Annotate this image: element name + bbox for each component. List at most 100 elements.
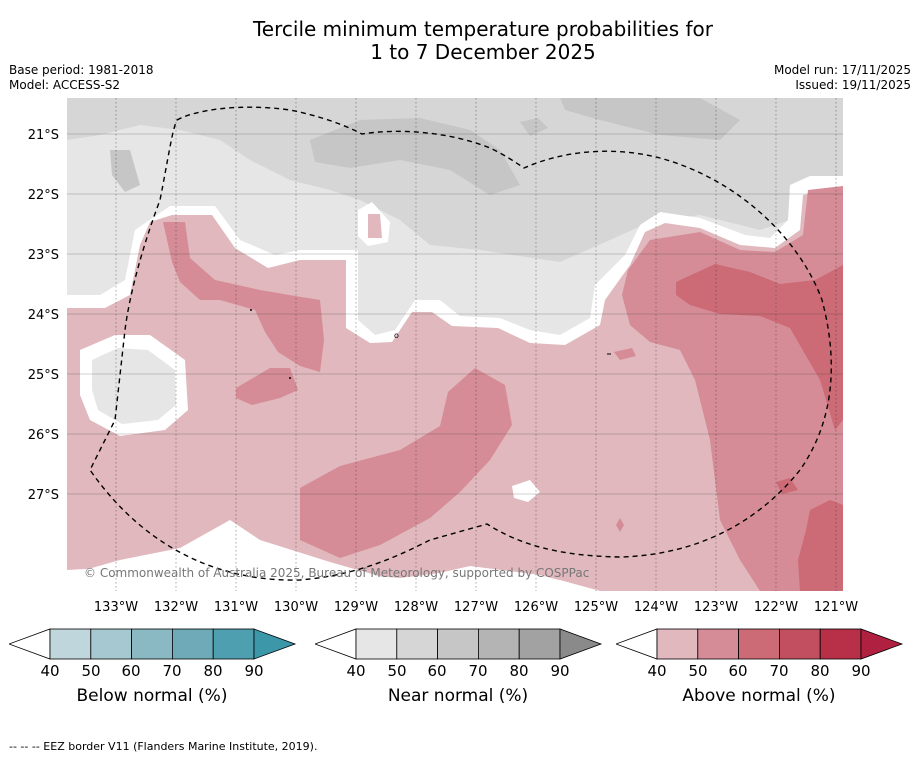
tick-label: 90 [550, 662, 569, 680]
island-dot [250, 309, 252, 311]
lon-label: 131°W [214, 600, 258, 615]
colorbar-near-segments [355, 628, 561, 660]
lon-label: 122°W [754, 600, 798, 615]
tick-label: 60 [121, 662, 140, 680]
colorbar-above: 40 50 60 70 80 90 [616, 628, 904, 680]
issued-date: Issued: 19/11/2025 [795, 78, 911, 92]
colorbar-below-segment [90, 628, 133, 660]
lon-label: 128°W [394, 600, 438, 615]
meta-right: Model run: 17/11/2025 Issued: 19/11/2025 [774, 63, 911, 93]
lon-label: 133°W [94, 600, 138, 615]
bottom-white-region [67, 520, 600, 591]
colorbar-below-segment [49, 628, 92, 660]
colorbar-above-segments [656, 628, 862, 660]
tick-label: 50 [81, 662, 100, 680]
colorbar-near-lower-extend [315, 628, 357, 660]
colorbar-below-segment [131, 628, 173, 660]
near-normal-60-region [310, 118, 520, 195]
map-title: Tercile minimum temperature probabilitie… [0, 18, 919, 64]
tick-label: 40 [346, 662, 365, 680]
above-normal-50-diamond [616, 518, 624, 532]
model-run: Model run: 17/11/2025 [773, 63, 911, 77]
tick-label: 90 [851, 662, 870, 680]
model-name: Model: ACCESS-S2 [9, 78, 121, 92]
colorbar-below-segment [212, 628, 255, 660]
colorbar-below-title: Below normal (%) [76, 686, 228, 706]
lon-label: 130°W [274, 600, 318, 615]
colorbar-above-segment [778, 628, 821, 660]
lat-label: 21°S [28, 128, 59, 143]
colorbar-below-lower-extend [9, 628, 51, 660]
longitude-labels: 133°W 132°W 131°W 130°W 129°W 128°W 127°… [94, 600, 858, 615]
map-field [67, 98, 843, 591]
colorbar-above-lower-extend [616, 628, 658, 660]
eez-footnote: -- -- -- EEZ border V11 (Flanders Marine… [9, 740, 318, 753]
tick-label: 70 [162, 662, 181, 680]
colorbar-near-segment [355, 628, 398, 660]
tick-label: 80 [203, 662, 222, 680]
lat-label: 25°S [28, 368, 59, 383]
lon-label: 124°W [634, 600, 678, 615]
colorbar-near-segment [396, 628, 439, 660]
island-marker: o [394, 331, 399, 340]
near-normal-60-region-2 [560, 98, 740, 140]
colorbar-above-segment [819, 628, 862, 660]
tick-label: 40 [40, 662, 59, 680]
lat-label: 26°S [28, 428, 59, 443]
lon-label: 123°W [694, 600, 738, 615]
above-normal-50-region-west [163, 222, 324, 372]
copyright-text: © Commonwealth of Australia 2025, Bureau… [84, 566, 589, 580]
colorbar-near-segment [477, 628, 520, 660]
title-line-1: Tercile minimum temperature probabilitie… [252, 17, 714, 41]
eez-border [89, 106, 832, 581]
base-period: Base period: 1981-2018 [9, 63, 154, 77]
tick-label: 60 [728, 662, 747, 680]
colorbar-below-segment [171, 628, 214, 660]
lat-label: 23°S [28, 248, 59, 263]
grid-lines [67, 98, 843, 591]
near-normal-patch [92, 348, 176, 424]
colorbar-near-segment [518, 628, 561, 660]
tick-label: 90 [244, 662, 263, 680]
lat-label: 22°S [28, 188, 59, 203]
tick-label: 60 [427, 662, 446, 680]
above-patch-small [368, 214, 382, 238]
tick-label: 70 [468, 662, 487, 680]
meta-left: Base period: 1981-2018 Model: ACCESS-S2 [9, 63, 154, 93]
tick-label: 80 [509, 662, 528, 680]
tick-label: 80 [810, 662, 829, 680]
island-dot-2 [289, 377, 291, 379]
colorbar-above-segment [738, 628, 780, 660]
colorbar-below-segments [49, 628, 255, 660]
colorbar-near-segment [437, 628, 479, 660]
colorbar-above-segment [656, 628, 699, 660]
colorbar-near-upper-extend [559, 628, 603, 660]
above-normal-50-spot [614, 348, 636, 360]
colorbar-above-title: Above normal (%) [682, 686, 836, 706]
title-line-2: 1 to 7 December 2025 [370, 40, 596, 64]
tick-label: 70 [769, 662, 788, 680]
lon-label: 132°W [154, 600, 198, 615]
latitude-labels: 21°S 22°S 23°S 24°S 25°S 26°S 27°S [28, 128, 59, 503]
colorbar-below-ticks: 40 50 60 70 80 90 [40, 662, 263, 680]
tick-label: 40 [647, 662, 666, 680]
lon-label: 127°W [454, 600, 498, 615]
colorbar-above-segment [697, 628, 740, 660]
lat-label: 27°S [28, 488, 59, 503]
lon-label: 126°W [514, 600, 558, 615]
colorbar-near: 40 50 60 70 80 90 [315, 628, 603, 680]
tick-label: 50 [688, 662, 707, 680]
colorbar-near-title: Near normal (%) [387, 686, 529, 706]
above-normal-50-region-west-2 [236, 368, 298, 405]
lon-label: 121°W [814, 600, 858, 615]
colorbar-below-upper-extend [253, 628, 297, 660]
above-normal-60-region-east [676, 264, 843, 430]
colorbar-near-ticks: 40 50 60 70 80 90 [346, 662, 569, 680]
white-patch-2 [512, 480, 540, 502]
colorbar-above-ticks: 40 50 60 70 80 90 [647, 662, 870, 680]
probability-map: o © Commonwealth of Australia 2025, Bure… [28, 98, 858, 615]
lat-label: 24°S [28, 308, 59, 323]
near-normal-60-region-3 [110, 150, 140, 192]
near-normal-60-region-4 [520, 118, 548, 136]
above-normal-60-region-southeast [798, 500, 843, 591]
